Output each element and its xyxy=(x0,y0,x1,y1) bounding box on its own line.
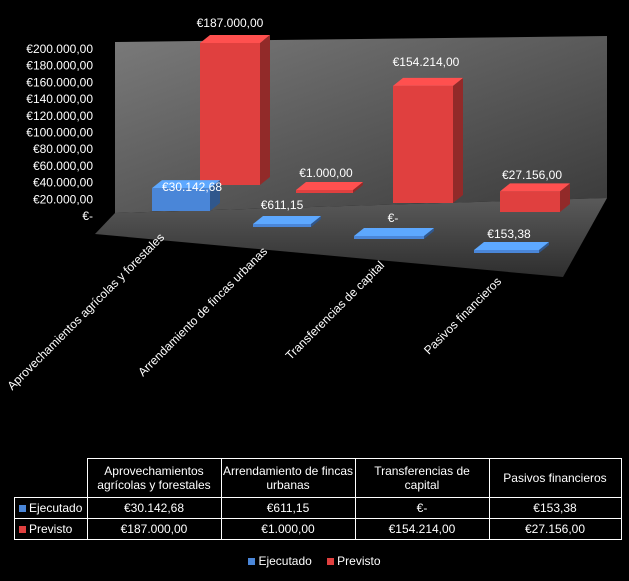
table-cell: €- xyxy=(354,497,490,519)
category-label: Pasivos financieros xyxy=(421,274,504,357)
legend-item: Previsto xyxy=(327,554,381,568)
category-label: Arrendamiento de fincas urbanas xyxy=(135,244,270,379)
bar-previsto xyxy=(296,182,363,193)
legend: Ejecutado Previsto xyxy=(0,554,629,568)
bar-top-face xyxy=(296,182,363,190)
bar-side-face xyxy=(311,216,321,227)
y-tick-label: €20.000,00 xyxy=(33,192,93,206)
table-col-header: Pasivos financieros xyxy=(488,458,622,498)
bar-side-face xyxy=(424,228,434,239)
bar-front-face xyxy=(500,191,560,212)
y-tick-label: €40.000,00 xyxy=(33,176,93,190)
data-label: €611,15 xyxy=(261,198,304,212)
table-row: Ejecutado €30.142,68 €611,15 €- €153,38 xyxy=(14,497,622,519)
table-cell: €611,15 xyxy=(220,497,356,519)
table-cell: €30.142,68 xyxy=(86,497,222,519)
category-label: Transferencias de capital xyxy=(283,258,387,362)
bar-front-face xyxy=(393,85,453,203)
y-tick-label: €180.000,00 xyxy=(26,59,93,73)
legend-swatch xyxy=(248,558,256,565)
table-corner xyxy=(14,458,88,498)
table-cell: €27.156,00 xyxy=(488,518,622,540)
bars xyxy=(152,35,570,253)
legend-item: Ejecutado xyxy=(248,554,312,568)
table-row: Previsto €187.000,00 €1.000,00 €154.214,… xyxy=(14,518,622,540)
bar-top-face xyxy=(354,228,434,236)
y-tick-label: €60.000,00 xyxy=(33,159,93,173)
y-axis: €200.000,00 €180.000,00 €160.000,00 €140.00… xyxy=(26,42,93,223)
y-tick-label: €120.000,00 xyxy=(26,109,93,123)
bar-top-face xyxy=(253,216,321,224)
table-cell: €154.214,00 xyxy=(354,518,490,540)
bar-front-face xyxy=(474,250,539,253)
table-row-header: Ejecutado xyxy=(14,497,88,519)
bar-previsto xyxy=(393,77,463,203)
table-cell: €187.000,00 xyxy=(86,518,222,540)
table-header-row: Aprovechamientos agrícolas y forestales … xyxy=(14,458,622,498)
bar-front-face xyxy=(253,224,311,227)
bar-side-face xyxy=(353,182,363,193)
data-label: €- xyxy=(388,211,399,225)
table-col-header: Transferencias de capital xyxy=(354,458,490,498)
table-col-header: Aprovechamientos agrícolas y forestales xyxy=(86,458,222,498)
legend-key-previsto xyxy=(19,526,26,533)
bar-previsto xyxy=(200,35,270,185)
y-tick-label: €200.000,00 xyxy=(26,42,93,56)
bar-side-face xyxy=(260,35,270,185)
data-label: €30.142,68 xyxy=(162,180,222,194)
bar-ejecutado xyxy=(354,228,434,239)
table-row-header: Previsto xyxy=(14,518,88,540)
y-tick-label: €160.000,00 xyxy=(26,75,93,89)
y-tick-label: €80.000,00 xyxy=(33,142,93,156)
bar-ejecutado xyxy=(152,180,220,211)
data-label: €27.156,00 xyxy=(502,168,562,182)
bar-side-face xyxy=(539,242,549,253)
bar-front-face xyxy=(200,43,260,185)
bar-top-face xyxy=(200,35,270,43)
table-cell: €153,38 xyxy=(488,497,622,519)
bar-front-face xyxy=(296,190,353,193)
data-table: Aprovechamientos agrícolas y forestales … xyxy=(14,458,622,540)
table-col-header: Arrendamiento de fincas urbanas xyxy=(220,458,356,498)
bar-side-face xyxy=(560,183,570,212)
chart-3d: €200.000,00 €180.000,00 €160.000,00 €140.00… xyxy=(4,16,607,393)
bar-front-face xyxy=(152,188,210,211)
bar-top-face xyxy=(393,77,463,86)
data-label: €1.000,00 xyxy=(299,166,353,180)
bar-side-face xyxy=(210,180,220,211)
data-label: €187.000,00 xyxy=(197,16,264,30)
legend-key-ejecutado xyxy=(19,505,26,512)
bar-ejecutado xyxy=(474,242,549,253)
bar-top-face xyxy=(500,183,570,192)
y-tick-label: €- xyxy=(82,209,93,223)
legend-swatch xyxy=(327,558,335,565)
floor xyxy=(95,198,607,277)
bar-top-face xyxy=(474,242,549,250)
y-tick-label: €140.000,00 xyxy=(26,92,93,106)
bar-previsto xyxy=(500,183,570,212)
bar-front-face xyxy=(354,236,424,239)
data-label: €154.214,00 xyxy=(393,55,460,69)
bar-ejecutado xyxy=(253,216,321,227)
data-label: €153,38 xyxy=(487,227,531,241)
y-tick-label: €100.000,00 xyxy=(26,126,93,140)
table-cell: €1.000,00 xyxy=(220,518,356,540)
bar-top-face xyxy=(152,180,220,189)
bar-side-face xyxy=(453,77,463,203)
data-labels: €187.000,00 €1.000,00 €154.214,00 €27.156,0… xyxy=(162,16,562,241)
